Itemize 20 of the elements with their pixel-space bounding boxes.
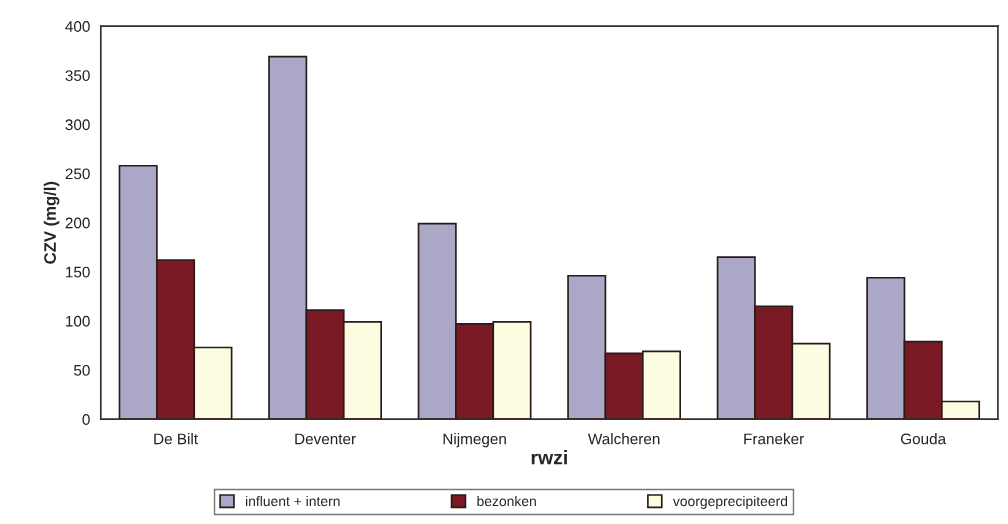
y-tick-label: 300 (65, 119, 90, 131)
y-tick-label: 200 (65, 217, 90, 229)
x-tick-label: Walcheren (587, 433, 660, 445)
x-tick-label: Gouda (901, 433, 947, 445)
x-tick-label: Nijmegen (443, 433, 506, 448)
y-tick-label: 250 (65, 168, 90, 180)
x-tick-label: De Bilt (154, 433, 198, 445)
y-tick-label: 150 (66, 266, 90, 278)
legend-label: influent + intern (246, 495, 340, 507)
x-tick-label: Deventer (295, 433, 356, 445)
x-tick-label: Franeker (744, 433, 804, 445)
legend-label: voorgeprecipiteerd (672, 495, 788, 509)
y-tick-label: 50 (74, 364, 90, 376)
y-tick-label: 0 (82, 414, 90, 425)
legend-label: bezonken (477, 495, 536, 507)
y-tick-label: 400 (65, 21, 90, 32)
y-axis-title: CZV (mg/l) (43, 181, 60, 264)
x-axis-title: rwzi (531, 450, 567, 465)
y-tick-label: 350 (65, 70, 90, 82)
y-tick-label: 100 (66, 315, 90, 327)
